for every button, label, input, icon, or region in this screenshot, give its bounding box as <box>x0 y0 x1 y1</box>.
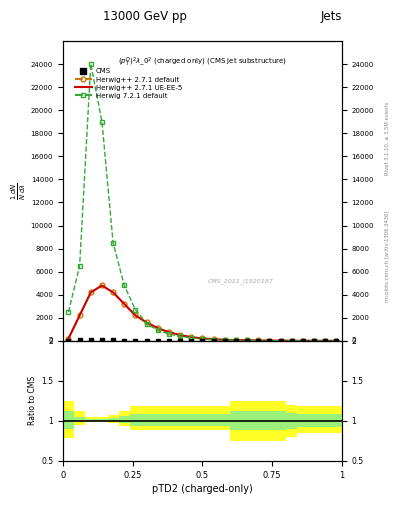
Text: Jets: Jets <box>320 10 342 23</box>
Text: $(p_T^D)^2\lambda\_0^2$ (charged only) (CMS jet substructure): $(p_T^D)^2\lambda\_0^2$ (charged only) (… <box>118 56 287 69</box>
Text: Rivet 3.1.10, ≥ 3.5M events: Rivet 3.1.10, ≥ 3.5M events <box>385 101 390 175</box>
Y-axis label: $\frac{1}{N}\frac{dN}{d\lambda}$: $\frac{1}{N}\frac{dN}{d\lambda}$ <box>10 182 28 200</box>
Text: mcplots.cern.ch [arXiv:1306.3436]: mcplots.cern.ch [arXiv:1306.3436] <box>385 210 390 302</box>
Text: CMS_2021_I1920187: CMS_2021_I1920187 <box>208 278 274 284</box>
Text: 13000 GeV pp: 13000 GeV pp <box>103 10 187 23</box>
Legend: CMS, Herwig++ 2.7.1 default, Herwig++ 2.7.1 UE-EE-5, Herwig 7.2.1 default: CMS, Herwig++ 2.7.1 default, Herwig++ 2.… <box>75 69 182 99</box>
Y-axis label: Ratio to CMS: Ratio to CMS <box>28 376 37 425</box>
X-axis label: pTD2 (charged-only): pTD2 (charged-only) <box>152 484 253 494</box>
